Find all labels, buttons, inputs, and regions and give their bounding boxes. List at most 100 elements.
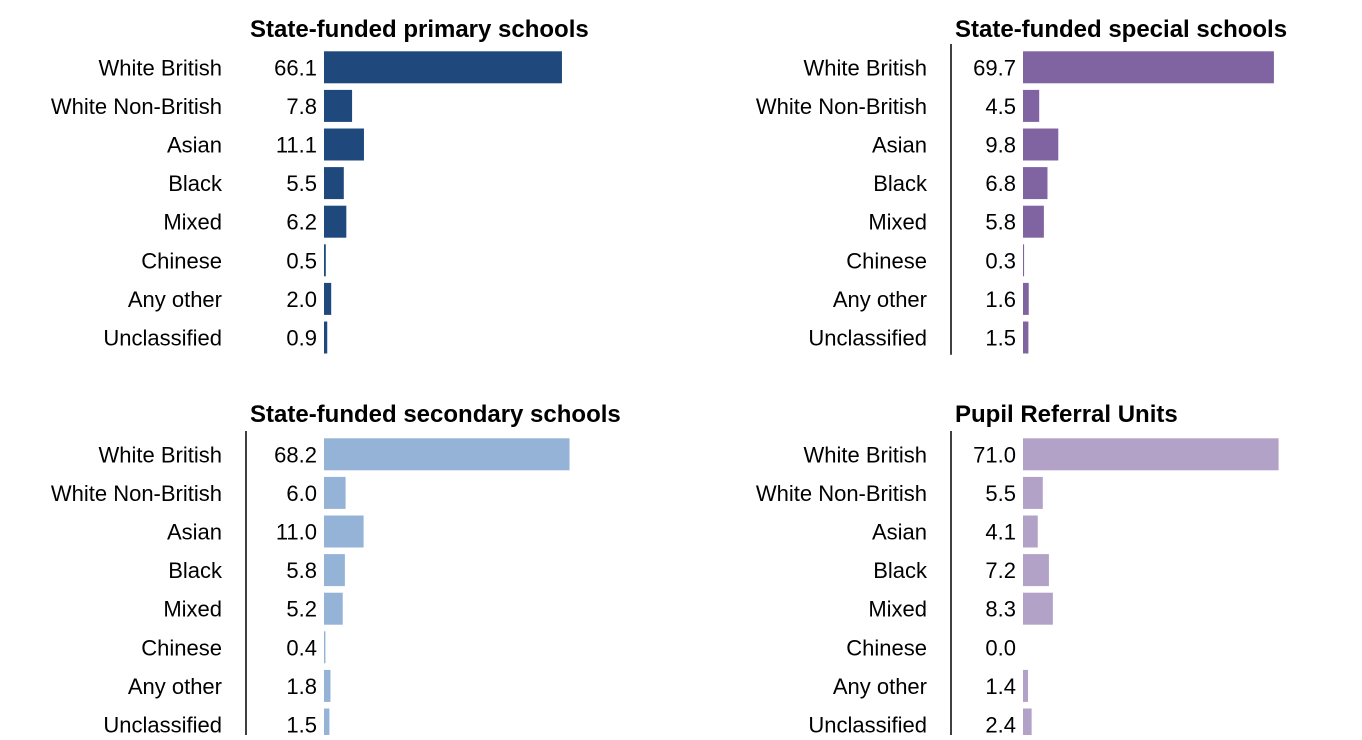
category-label-black: Black xyxy=(168,171,223,196)
bar-asian xyxy=(324,515,364,548)
bar-any-other xyxy=(1023,282,1029,315)
bar-white-british xyxy=(1023,438,1279,471)
data-label-white-non-british: 4.5 xyxy=(985,94,1016,119)
category-label-white-british: White British xyxy=(804,55,927,80)
bar-unclassified xyxy=(324,321,328,354)
chart-panel-state-funded-special-schools: State-funded special schools White Britis… xyxy=(756,16,1287,355)
category-label-black: Black xyxy=(168,558,223,583)
category-label-asian: Asian xyxy=(167,133,222,158)
category-label-asian: Asian xyxy=(872,133,927,158)
data-label-any-other: 1.4 xyxy=(985,674,1016,699)
data-label-unclassified: 1.5 xyxy=(985,326,1016,351)
data-label-chinese: 0.3 xyxy=(985,248,1016,273)
bar-unclassified xyxy=(1023,321,1029,354)
data-label-unclassified: 1.5 xyxy=(286,713,317,736)
data-label-black: 7.2 xyxy=(985,558,1016,583)
category-label-mixed: Mixed xyxy=(163,597,222,622)
data-label-white-british: 68.2 xyxy=(274,442,317,467)
bar-white-non-british xyxy=(324,89,353,122)
category-label-white-non-british: White Non-British xyxy=(756,94,927,119)
category-label-any-other: Any other xyxy=(833,674,927,699)
data-label-white-non-british: 5.5 xyxy=(985,481,1016,506)
category-label-chinese: Chinese xyxy=(846,635,927,660)
bar-any-other xyxy=(324,669,331,702)
category-label-mixed: Mixed xyxy=(868,210,927,235)
bar-mixed xyxy=(1023,592,1053,625)
bar-asian xyxy=(1023,128,1059,161)
category-label-any-other: Any other xyxy=(128,287,222,312)
data-label-black: 6.8 xyxy=(985,171,1016,196)
category-label-white-british: White British xyxy=(99,442,222,467)
category-label-chinese: Chinese xyxy=(141,635,222,660)
chart-panel-state-funded-secondary-schools: State-funded secondary schools White Brit… xyxy=(51,401,621,740)
bar-any-other xyxy=(1023,669,1029,702)
data-label-mixed: 5.8 xyxy=(985,210,1016,235)
data-label-unclassified: 2.4 xyxy=(985,713,1016,736)
bar-unclassified xyxy=(1023,708,1032,740)
bar-chinese xyxy=(324,631,326,664)
data-label-asian: 4.1 xyxy=(985,520,1016,545)
bar-chinese xyxy=(1023,244,1025,277)
category-label-black: Black xyxy=(873,171,928,196)
bar-asian xyxy=(1023,515,1038,548)
data-label-white-british: 66.1 xyxy=(274,55,317,80)
data-label-asian: 9.8 xyxy=(985,133,1016,158)
category-label-chinese: Chinese xyxy=(846,248,927,273)
bar-mixed xyxy=(324,205,347,238)
bar-white-british xyxy=(324,51,562,84)
bar-white-non-british xyxy=(324,476,346,509)
chart-panel-pupil-referral-units: Pupil Referral Units White British 71.0 Whi… xyxy=(756,401,1279,740)
chart-title: State-funded primary schools xyxy=(250,16,589,43)
data-label-mixed: 8.3 xyxy=(985,597,1016,622)
bar-black xyxy=(1023,167,1048,200)
category-label-unclassified: Unclassified xyxy=(808,326,927,351)
bar-mixed xyxy=(1023,205,1044,238)
data-label-chinese: 0.0 xyxy=(985,635,1016,660)
data-label-any-other: 1.6 xyxy=(985,287,1016,312)
bar-white-british xyxy=(324,438,570,471)
chart-title: State-funded special schools xyxy=(955,16,1287,43)
category-label-white-british: White British xyxy=(804,442,927,467)
bar-any-other xyxy=(324,282,332,315)
data-label-unclassified: 0.9 xyxy=(286,326,317,351)
bar-white-non-british xyxy=(1023,89,1040,122)
bar-black xyxy=(1023,554,1049,587)
category-label-asian: Asian xyxy=(167,520,222,545)
data-label-white-british: 69.7 xyxy=(973,55,1016,80)
chart-title: State-funded secondary schools xyxy=(250,401,621,428)
chart-panel-state-funded-primary-schools: State-funded primary schools White Britis… xyxy=(51,16,589,354)
bar-black xyxy=(324,167,344,200)
category-label-mixed: Mixed xyxy=(163,210,222,235)
bar-white-non-british xyxy=(1023,476,1043,509)
data-label-mixed: 5.2 xyxy=(286,597,317,622)
category-label-white-non-british: White Non-British xyxy=(51,481,222,506)
data-label-black: 5.8 xyxy=(286,558,317,583)
chart-title: Pupil Referral Units xyxy=(955,401,1178,428)
category-label-mixed: Mixed xyxy=(868,597,927,622)
category-label-unclassified: Unclassified xyxy=(103,713,222,736)
category-label-white-non-british: White Non-British xyxy=(756,481,927,506)
category-label-black: Black xyxy=(873,558,928,583)
data-label-white-british: 71.0 xyxy=(973,442,1016,467)
category-label-white-british: White British xyxy=(99,55,222,80)
bar-unclassified xyxy=(324,708,330,740)
data-label-asian: 11.1 xyxy=(276,133,317,158)
category-label-white-non-british: White Non-British xyxy=(51,94,222,119)
category-label-any-other: Any other xyxy=(833,287,927,312)
bar-black xyxy=(324,554,345,587)
data-label-chinese: 0.5 xyxy=(286,248,317,273)
data-label-asian: 11.0 xyxy=(276,520,317,545)
data-label-mixed: 6.2 xyxy=(286,210,317,235)
data-label-any-other: 2.0 xyxy=(286,287,317,312)
data-label-white-non-british: 6.0 xyxy=(286,481,317,506)
category-label-unclassified: Unclassified xyxy=(808,713,927,736)
data-label-any-other: 1.8 xyxy=(286,674,317,699)
category-label-asian: Asian xyxy=(872,520,927,545)
category-label-chinese: Chinese xyxy=(141,248,222,273)
bar-white-british xyxy=(1023,51,1274,84)
bar-asian xyxy=(324,128,364,161)
category-label-any-other: Any other xyxy=(128,674,222,699)
data-label-black: 5.5 xyxy=(286,171,317,196)
